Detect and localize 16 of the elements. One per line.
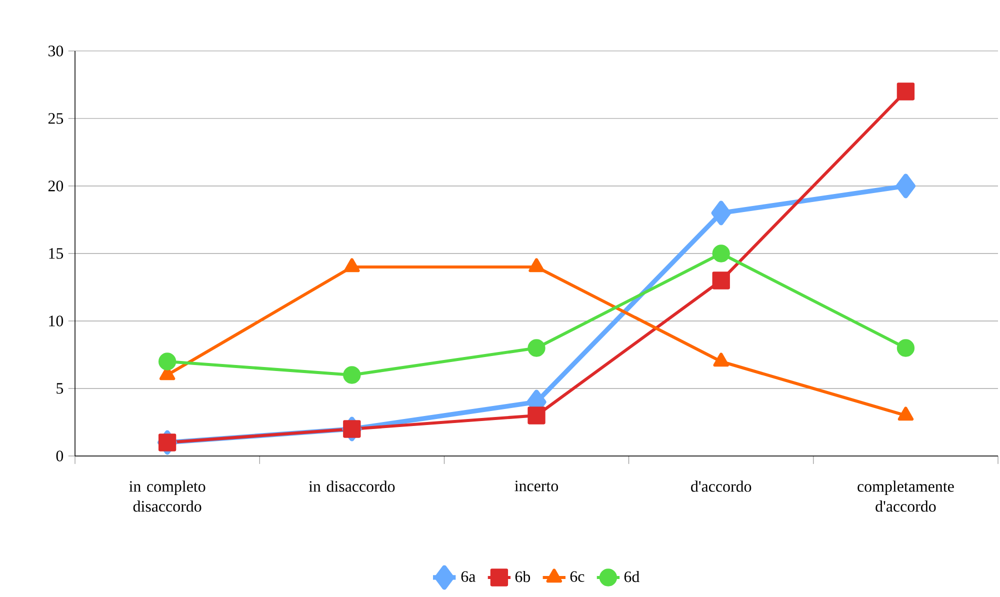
y-tick-label: 30 [48,46,64,56]
x-tick-label: in disaccordo [308,480,395,492]
y-tick-label: 20 [48,180,64,192]
legend-label: 6d [624,570,640,582]
x-tick-label: d'accordo [691,480,752,492]
y-tick-label: 0 [56,450,64,462]
y-tick-label: 25 [48,113,64,124]
legend-label: 6a [461,571,476,582]
x-tick-label: completamente d'accordo [858,480,954,512]
y-tick-label: 5 [56,383,64,394]
y-tick-label: 15 [49,248,64,259]
y-tick-label: 10 [49,316,64,326]
legend-label: 6b [515,570,530,582]
legend-label: 6c [570,571,584,582]
x-tick-label: incerto [514,480,558,492]
x-tick-label: in completo disaccordo [129,480,206,512]
